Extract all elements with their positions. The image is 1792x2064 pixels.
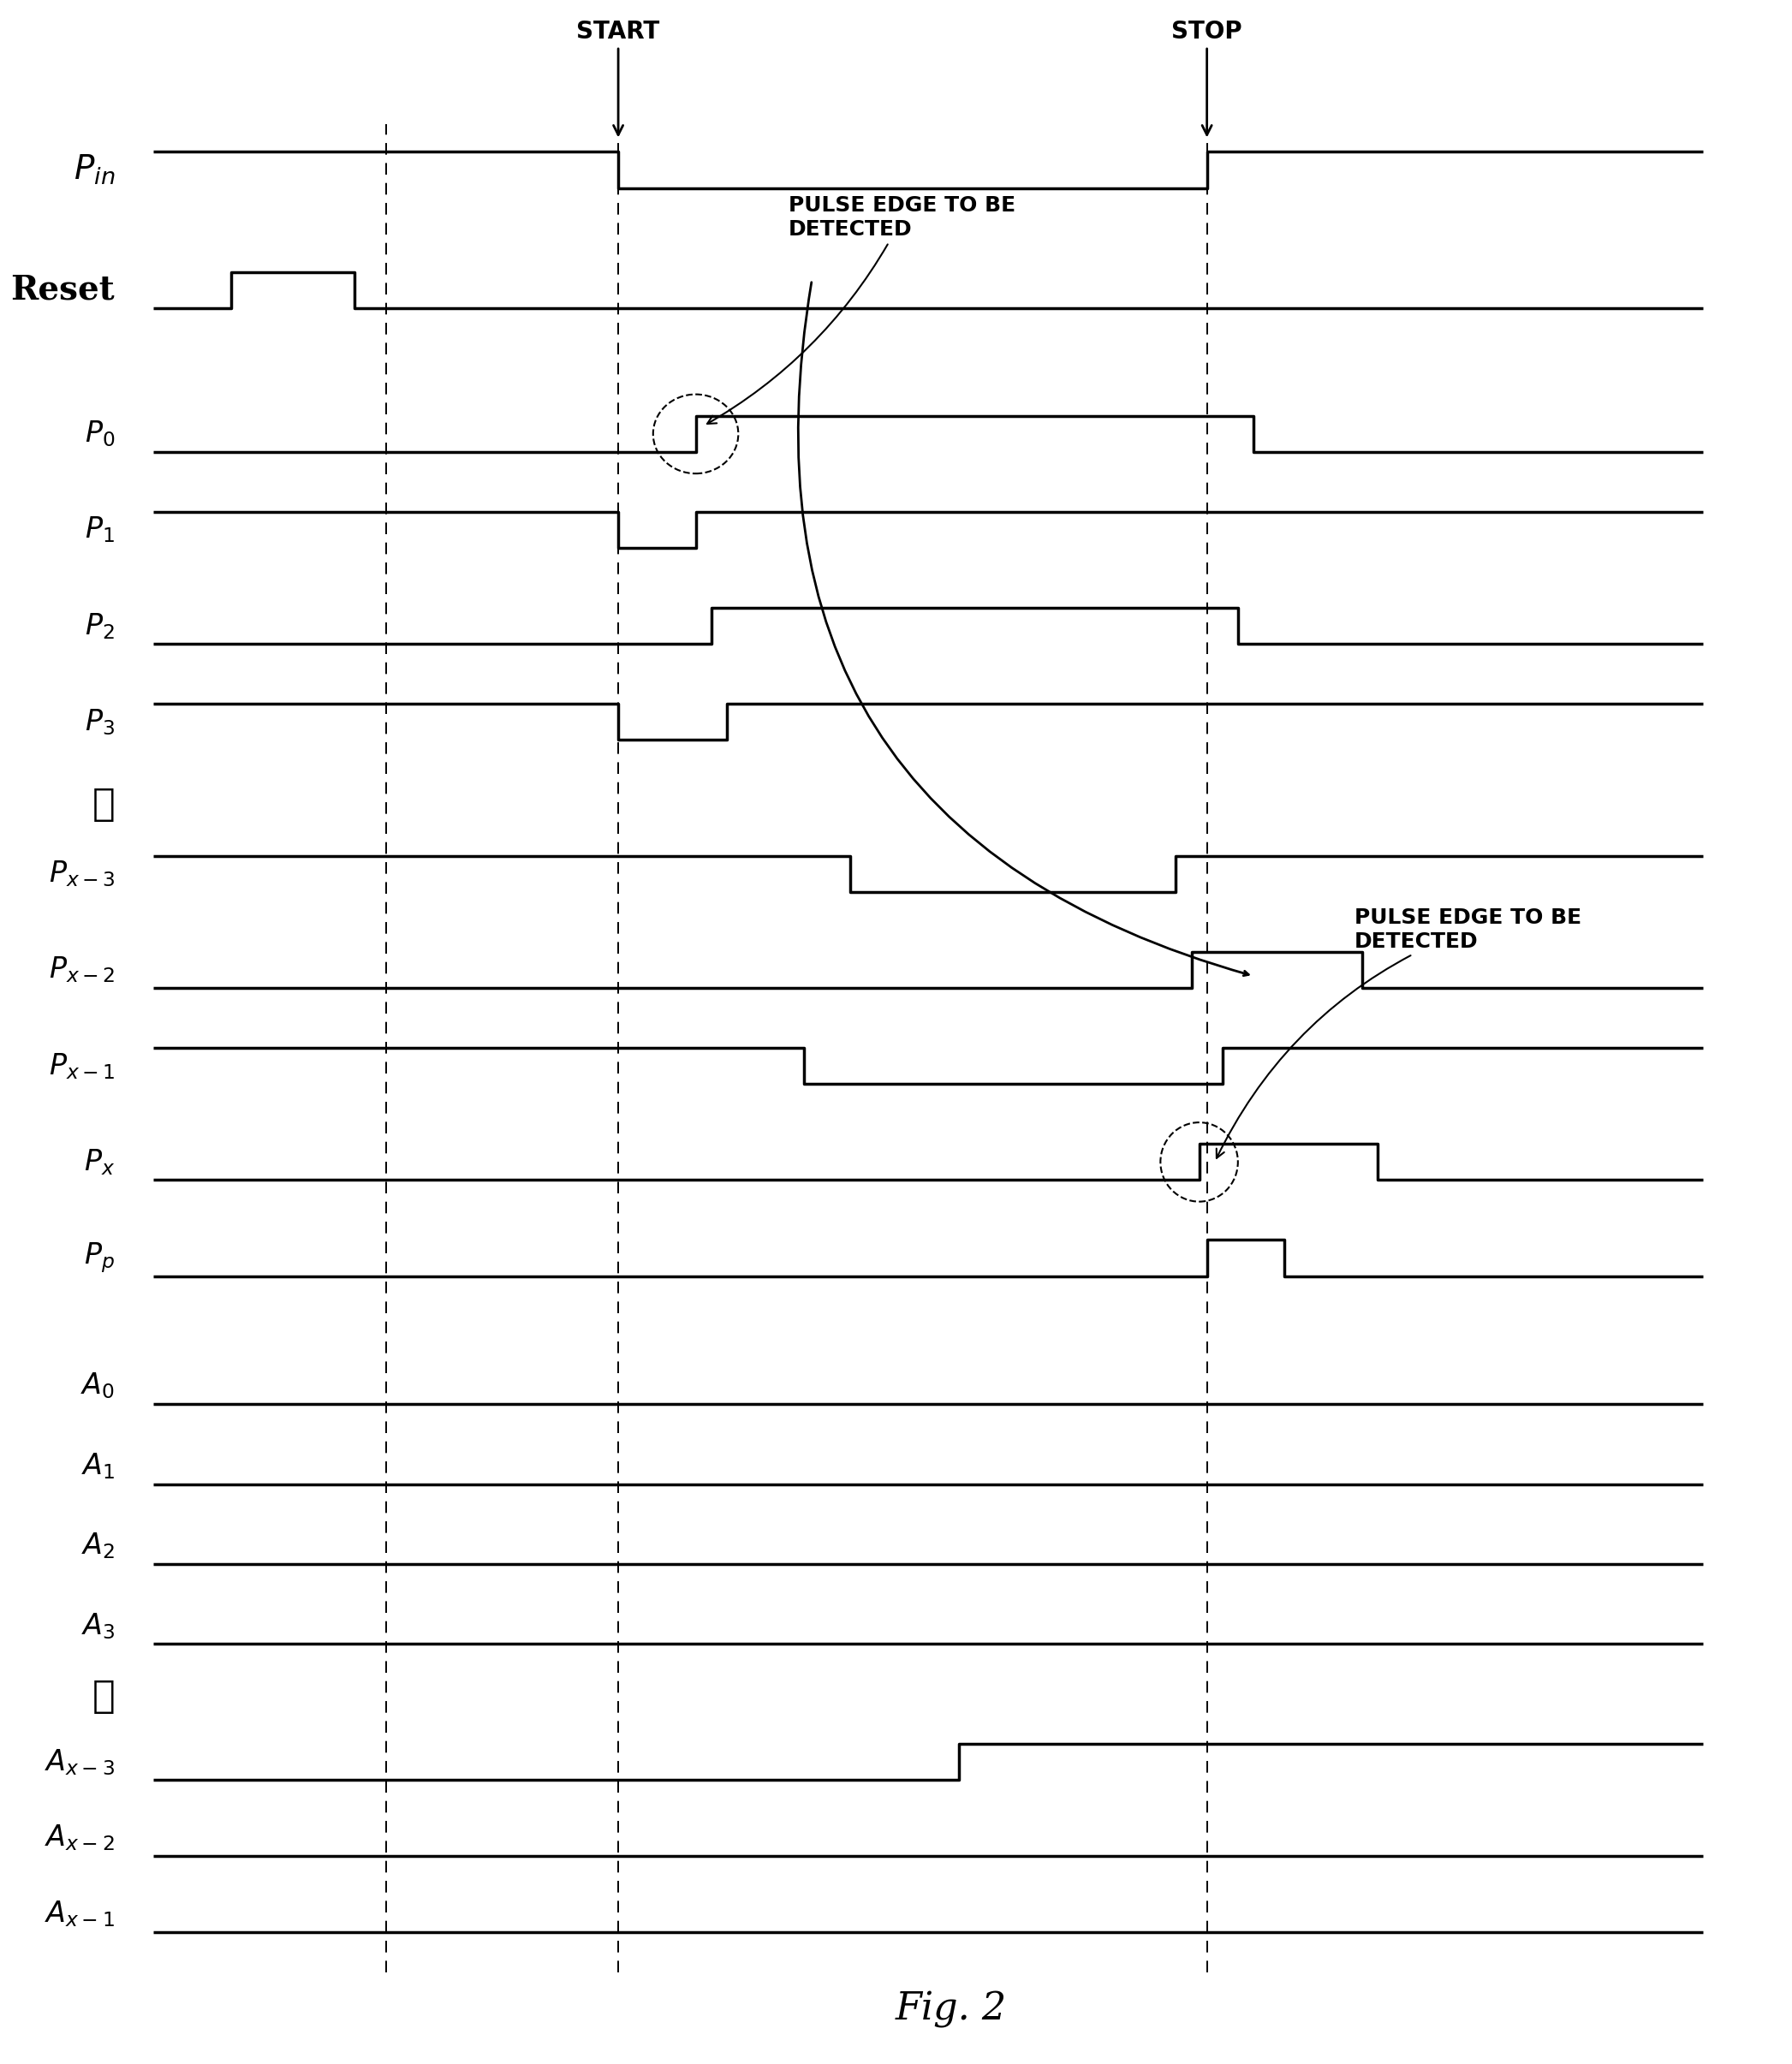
- Text: ⋮: ⋮: [91, 786, 115, 821]
- Text: $A_{x-2}$: $A_{x-2}$: [45, 1823, 115, 1853]
- Text: $P_{1}$: $P_{1}$: [84, 516, 115, 545]
- Text: $P_{x-2}$: $P_{x-2}$: [48, 956, 115, 985]
- Text: $A_{x-1}$: $A_{x-1}$: [45, 1899, 115, 1930]
- Text: ⋮: ⋮: [91, 1678, 115, 1715]
- Text: $P_{3}$: $P_{3}$: [84, 708, 115, 737]
- Text: Reset: Reset: [11, 275, 115, 305]
- Text: $P_{0}$: $P_{0}$: [84, 419, 115, 448]
- Text: $A_{1}$: $A_{1}$: [81, 1451, 115, 1480]
- Text: $A_{2}$: $A_{2}$: [81, 1531, 115, 1560]
- Text: PULSE EDGE TO BE
DETECTED: PULSE EDGE TO BE DETECTED: [708, 196, 1016, 423]
- Text: $P_{x-3}$: $P_{x-3}$: [48, 859, 115, 890]
- Text: PULSE EDGE TO BE
DETECTED: PULSE EDGE TO BE DETECTED: [1217, 908, 1581, 1158]
- Text: $P_{2}$: $P_{2}$: [84, 611, 115, 640]
- Text: Fig. 2: Fig. 2: [896, 1992, 1007, 2029]
- Text: START: START: [577, 21, 659, 134]
- Text: $P_{p}$: $P_{p}$: [84, 1240, 115, 1276]
- Text: $P_{in}$: $P_{in}$: [73, 153, 115, 186]
- Text: $A_{0}$: $A_{0}$: [81, 1370, 115, 1401]
- Text: $A_{3}$: $A_{3}$: [81, 1612, 115, 1641]
- Text: $A_{x-3}$: $A_{x-3}$: [45, 1748, 115, 1777]
- Text: $P_{x}$: $P_{x}$: [84, 1148, 115, 1176]
- Text: STOP: STOP: [1172, 21, 1242, 134]
- Text: $P_{x-1}$: $P_{x-1}$: [48, 1051, 115, 1082]
